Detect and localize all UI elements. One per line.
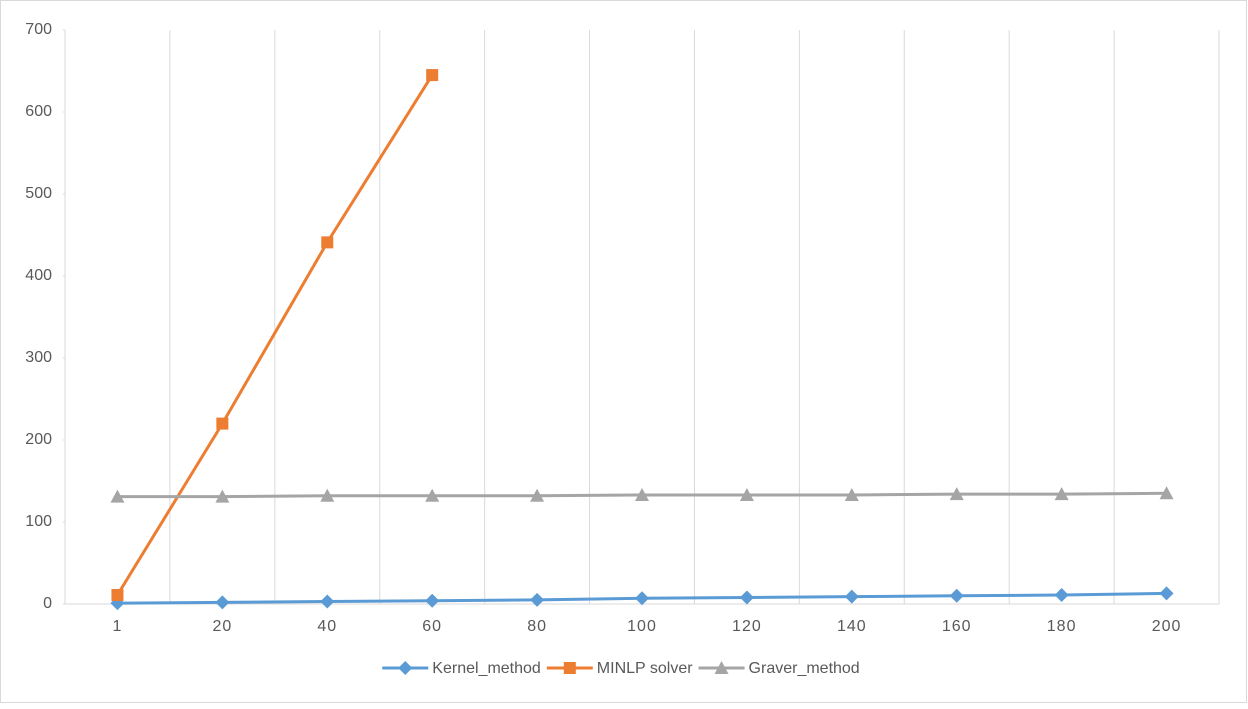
- legend-label: Kernel_method: [432, 660, 541, 677]
- data-point: [635, 591, 649, 606]
- x-tick-label: 1: [113, 618, 123, 635]
- legend-label: Graver_method: [749, 660, 860, 677]
- x-tick-label: 100: [627, 618, 657, 635]
- legend: Kernel_method MINLP solver Graver_method: [382, 660, 860, 677]
- y-tick-label: 400: [25, 267, 52, 284]
- data-point: [215, 489, 230, 503]
- x-tick-label: 20: [212, 618, 232, 635]
- y-tick-label: 300: [25, 349, 52, 366]
- data-point: [530, 488, 545, 502]
- x-tick-label: 80: [527, 618, 547, 635]
- data-point: [949, 588, 964, 603]
- x-tick-label: 60: [422, 618, 442, 635]
- y-tick-label: 500: [25, 185, 52, 202]
- y-tick-label: 100: [25, 513, 52, 530]
- x-tick-label: 200: [1152, 618, 1182, 635]
- data-point: [425, 488, 440, 502]
- data-point: [844, 589, 859, 604]
- x-tick-label: 180: [1047, 618, 1077, 635]
- y-tick-label: 200: [25, 431, 52, 448]
- data-point: [739, 590, 754, 605]
- data-point: [739, 487, 754, 501]
- data-point: [844, 487, 859, 501]
- data-point: [216, 417, 229, 430]
- y-tick-label: 600: [25, 103, 52, 120]
- x-tick-label: 40: [317, 618, 337, 635]
- legend-marker: [714, 661, 729, 674]
- data-point: [321, 236, 334, 249]
- x-tick-label: 160: [942, 618, 972, 635]
- y-tick-label: 0: [43, 595, 52, 612]
- data-point: [1159, 486, 1174, 500]
- data-point: [111, 588, 124, 601]
- data-point: [425, 593, 440, 608]
- legend-marker: [563, 662, 576, 674]
- data-point: [110, 489, 125, 503]
- data-point: [320, 488, 335, 502]
- data-point: [426, 69, 439, 82]
- x-tick-label: 120: [732, 618, 762, 635]
- x-tick-label: 140: [837, 618, 867, 635]
- legend-marker: [398, 661, 413, 675]
- y-tick-label: 700: [25, 21, 52, 38]
- data-point: [1159, 586, 1174, 601]
- data-point: [320, 594, 335, 609]
- data-point: [949, 487, 964, 501]
- legend-label: MINLP solver: [597, 660, 693, 677]
- data-point: [530, 592, 545, 607]
- data-point: [1054, 587, 1069, 602]
- data-point: [215, 595, 230, 610]
- data-point: [1054, 487, 1069, 501]
- series-line: [116, 74, 434, 596]
- data-point: [635, 487, 649, 501]
